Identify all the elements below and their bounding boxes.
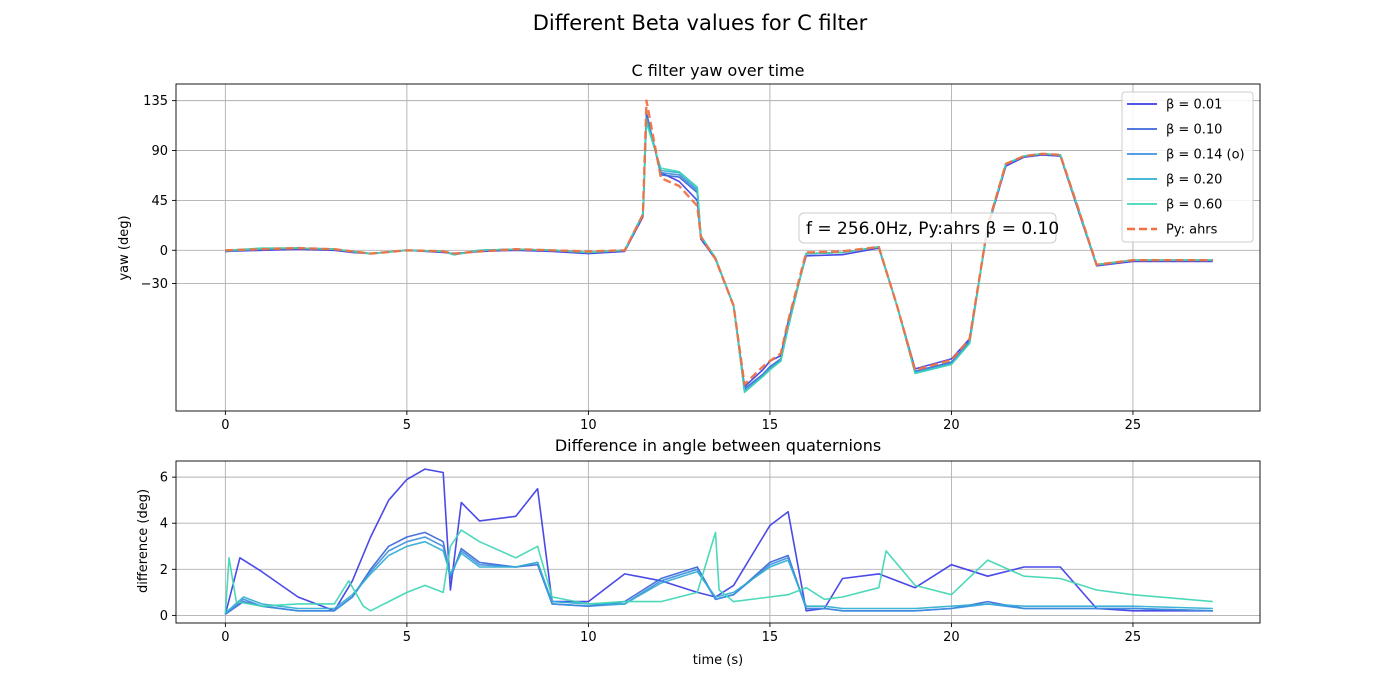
difference-axes: Difference in angle between quaternions … — [136, 436, 1261, 668]
yaw-x-tick-label: 5 — [403, 418, 411, 433]
difference-x-tick-label: 15 — [762, 630, 779, 645]
yaw-series-line-3 — [225, 118, 1213, 394]
yaw-axes-frame — [175, 83, 1261, 412]
difference-x-tick-label: 25 — [1125, 630, 1142, 645]
yaw-y-tick-label: 45 — [151, 194, 168, 209]
annotation-text: f = 256.0Hz, Py:ahrs β = 0.10 — [806, 219, 1059, 239]
yaw-y-tick-label: −30 — [141, 277, 168, 292]
difference-x-tick-label: 0 — [221, 630, 229, 645]
yaw-axes: C filter yaw over time yaw (deg) 0 5 10 15 2… — [117, 61, 1261, 433]
difference-x-tick-label: 20 — [943, 630, 960, 645]
legend-label-2: β = 0.14 (o) — [1166, 148, 1245, 163]
difference-series-line-3 — [224, 540, 1213, 614]
yaw-x-tick-label: 20 — [943, 418, 960, 433]
legend-label-4: β = 0.60 — [1166, 198, 1222, 213]
yaw-x-tick-label: 25 — [1125, 418, 1142, 433]
yaw-series-line-4 — [225, 122, 1213, 394]
difference-y-tick-label: 6 — [160, 471, 168, 486]
difference-y-axis-label: difference (deg) — [136, 489, 151, 593]
legend-label-1: β = 0.10 — [1166, 123, 1222, 138]
yaw-y-tick-label: 90 — [151, 144, 168, 159]
difference-x-tick-label: 5 — [403, 630, 411, 645]
yaw-series-line-0 — [225, 114, 1213, 388]
difference-y-tick-label: 0 — [160, 609, 168, 624]
legend-label-0: β = 0.01 — [1166, 98, 1222, 113]
figure-title: Different Beta values for C filter — [533, 11, 868, 35]
yaw-axes-title: C filter yaw over time — [632, 61, 805, 80]
yaw-y-axis-label: yaw (deg) — [117, 215, 132, 280]
difference-series-line-2 — [224, 536, 1213, 615]
yaw-x-tick-label: 10 — [580, 418, 597, 433]
yaw-x-tick-label: 0 — [221, 418, 229, 433]
difference-series-line-4 — [224, 529, 1213, 614]
yaw-x-tick-label: 15 — [762, 418, 779, 433]
legend-label-5: Py: ahrs — [1166, 223, 1218, 238]
legend: β = 0.01 β = 0.10 β = 0.14 (o) β = 0.20 β = … — [1121, 91, 1254, 243]
difference-y-tick-label: 2 — [160, 563, 168, 578]
difference-series-line-0 — [224, 468, 1213, 615]
difference-axes-title: Difference in angle between quaternions — [555, 436, 881, 455]
legend-label-3: β = 0.20 — [1166, 173, 1222, 188]
difference-axes-frame — [175, 460, 1261, 624]
yaw-y-tick-label: 0 — [160, 244, 168, 259]
yaw-series-line-5 — [225, 99, 1213, 386]
difference-x-tick-label: 10 — [580, 630, 597, 645]
difference-x-axis-label: time (s) — [693, 653, 743, 668]
annotation-box: f = 256.0Hz, Py:ahrs β = 0.10 — [798, 212, 1059, 244]
yaw-y-tick-label: 135 — [143, 94, 168, 109]
yaw-series-line-1 — [225, 112, 1213, 390]
difference-series-line-1 — [224, 531, 1213, 615]
difference-y-tick-label: 4 — [160, 517, 168, 532]
